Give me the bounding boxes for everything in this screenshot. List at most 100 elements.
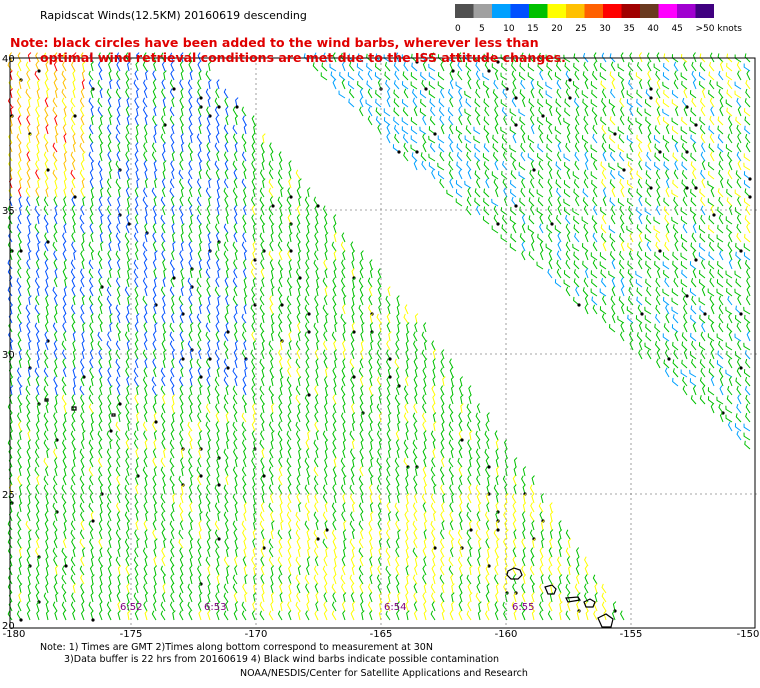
wind-barb: [312, 62, 319, 72]
wind-barb: [707, 396, 715, 405]
wind-barb: [36, 88, 40, 99]
wind-barb: [484, 61, 490, 72]
wind-barb: [260, 574, 265, 585]
wind-barb: [512, 223, 517, 234]
wind-barb: [179, 610, 184, 621]
wind-barb: [324, 583, 328, 594]
wind-barb: [656, 268, 661, 279]
wind-barb: [304, 295, 310, 306]
wind-barb: [109, 313, 113, 324]
wind-barb: [672, 179, 679, 189]
wind-barb: [117, 565, 122, 576]
wind-barb: [27, 124, 31, 135]
wind-barb: [458, 97, 463, 108]
wind-barb: [98, 520, 103, 531]
wind-barb: [34, 457, 40, 468]
wind-barb: [207, 592, 211, 603]
wind-barb: [296, 493, 301, 504]
wind-barb: [510, 116, 517, 126]
wind-barb: [574, 115, 580, 126]
wind-barb: [225, 286, 229, 297]
wind-barb: [503, 439, 508, 450]
flag-circle: [127, 222, 131, 226]
wind-barb: [375, 89, 382, 99]
wind-barb: [126, 601, 130, 612]
wind-barb: [459, 475, 463, 486]
wind-barb: [252, 547, 256, 558]
wind-barb: [528, 53, 535, 63]
wind-barb: [80, 511, 85, 522]
wind-barb: [252, 493, 257, 504]
wind-barb: [34, 493, 40, 504]
wind-barb: [43, 457, 49, 468]
flag-circle: [514, 204, 518, 208]
wind-barb: [465, 125, 472, 135]
wind-barb: [18, 142, 22, 153]
wind-barb: [530, 205, 535, 216]
wind-barb: [52, 106, 58, 117]
wind-barb: [313, 259, 319, 270]
wind-barb: [280, 376, 284, 387]
wind-barb: [208, 196, 212, 207]
wind-barb: [232, 367, 238, 378]
wind-barb: [654, 152, 661, 162]
wind-barb: [171, 205, 175, 216]
wind-barb: [152, 475, 157, 486]
wind-barb: [698, 297, 706, 306]
wind-barb: [316, 340, 320, 351]
wind-barb: [449, 502, 454, 513]
wind-barb: [215, 421, 220, 432]
wind-barb: [323, 358, 328, 369]
wind-barb: [467, 187, 472, 198]
wind-barb: [133, 79, 139, 90]
wind-barb: [701, 322, 706, 333]
wind-barb: [45, 538, 49, 549]
wind-barb: [34, 277, 40, 288]
wind-barb: [79, 502, 85, 513]
wind-barb: [332, 79, 337, 90]
wind-barb: [700, 367, 706, 378]
wind-barb: [35, 421, 40, 432]
wind-barb: [709, 79, 715, 90]
wind-barb: [89, 367, 94, 378]
wind-barb: [367, 88, 373, 99]
wind-barb: [99, 142, 104, 153]
wind-barb: [304, 457, 310, 468]
wind-barb: [539, 565, 544, 576]
wind-barb: [491, 63, 499, 72]
wind-barb: [135, 583, 139, 594]
wind-barb: [455, 180, 463, 189]
wind-barb: [179, 322, 184, 333]
wind-barb: [62, 430, 67, 441]
wind-barb: [394, 457, 400, 468]
wind-barb: [728, 376, 733, 387]
flag-circle: [289, 195, 293, 199]
wind-barb: [466, 70, 472, 81]
wind-barb: [7, 286, 13, 297]
wind-barb: [483, 161, 490, 171]
wind-barb: [216, 556, 220, 567]
wind-barb: [53, 538, 58, 549]
colorbar-swatch: [621, 4, 640, 18]
wind-barb: [592, 259, 598, 270]
wind-barb: [126, 277, 130, 288]
wind-barb: [405, 601, 409, 612]
wind-barb: [17, 457, 22, 468]
wind-barb: [511, 61, 517, 72]
wind-barb: [107, 376, 112, 387]
wind-barb: [197, 403, 202, 414]
wind-barb: [107, 394, 112, 405]
wind-barb: [405, 430, 409, 441]
wind-barb: [81, 349, 86, 360]
wind-barb: [689, 90, 697, 99]
wind-barb: [62, 61, 67, 72]
wind-barb: [572, 207, 580, 216]
wind-barb: [332, 403, 337, 414]
wind-barb: [133, 259, 139, 270]
wind-barb: [709, 52, 715, 63]
wind-barb: [288, 565, 292, 576]
wind-barb: [512, 538, 517, 549]
wind-barb: [44, 259, 49, 270]
lon-label-180: -180: [3, 629, 26, 640]
wind-barb: [216, 601, 221, 612]
